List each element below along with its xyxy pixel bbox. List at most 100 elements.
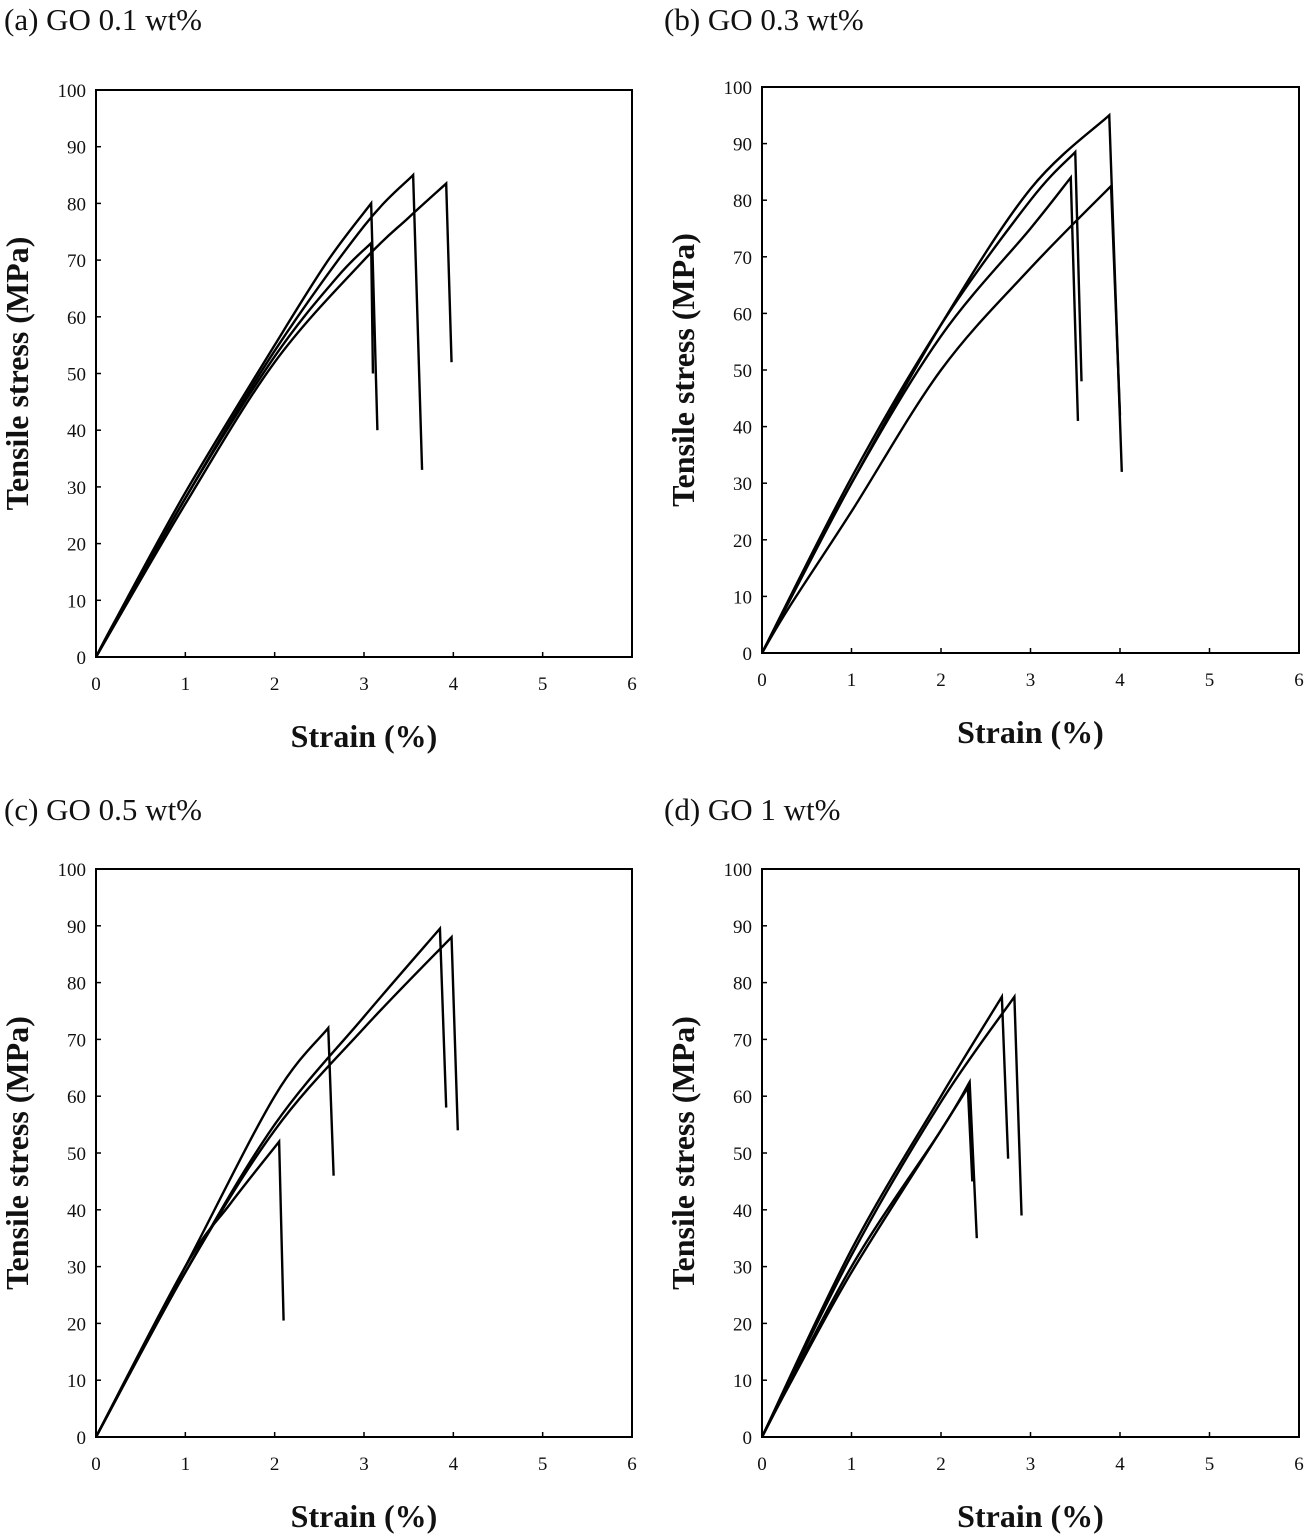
x-tick-label: 1	[847, 1454, 857, 1475]
y-tick-label: 70	[733, 248, 752, 269]
panel-title: (b) GO 0.3 wt%	[664, 2, 864, 37]
y-tick-label: 90	[733, 917, 752, 938]
stress-strain-curve-2	[94, 240, 375, 658]
panel-d: (d) GO 1 wt%0 1 2 3 4 5 6010203040506070809010…	[664, 792, 1304, 1534]
x-tick-label: 6	[1294, 670, 1304, 691]
stress-strain-curve-2	[94, 934, 459, 1438]
x-tick-label: 0	[91, 674, 101, 695]
stress-strain-curve-3	[94, 172, 424, 658]
x-tick-label: 3	[359, 1454, 369, 1475]
y-tick-label: 70	[733, 1030, 752, 1051]
stress-strain-curve-3	[760, 174, 1080, 654]
y-tick-label: 30	[733, 1258, 752, 1279]
x-axis-label: Strain (%)	[957, 714, 1104, 750]
stress-strain-curve-4	[760, 183, 1122, 654]
x-tick-label: 5	[1205, 1454, 1215, 1475]
y-tick-label: 60	[67, 308, 86, 329]
y-tick-label: 10	[733, 1371, 752, 1392]
x-tick-label: 2	[936, 1454, 946, 1475]
stress-strain-curve-2	[760, 993, 1023, 1438]
y-tick-label: 40	[67, 421, 86, 442]
x-axis-label: Strain (%)	[291, 718, 438, 754]
y-tick-label: 80	[733, 191, 752, 212]
x-tick-label: 4	[449, 674, 459, 695]
x-tick-label: 2	[270, 674, 280, 695]
y-tick-label: 90	[733, 135, 752, 156]
y-tick-label: 30	[67, 478, 86, 499]
x-tick-label: 1	[181, 1454, 191, 1475]
y-tick-label: 60	[733, 304, 752, 325]
x-tick-label: 2	[936, 670, 946, 691]
y-tick-label: 70	[67, 1030, 86, 1051]
y-tick-label: 0	[77, 648, 87, 669]
y-tick-label: 50	[67, 1144, 86, 1165]
x-tick-label: 5	[538, 1454, 548, 1475]
y-tick-label: 100	[724, 78, 753, 99]
x-tick-label: 1	[181, 674, 191, 695]
stress-strain-curve-4	[94, 180, 453, 658]
y-tick-label: 40	[67, 1201, 86, 1222]
y-tick-label: 10	[67, 591, 86, 612]
x-tick-label: 5	[538, 674, 548, 695]
y-tick-label: 80	[67, 194, 86, 215]
y-tick-label: 30	[67, 1258, 86, 1279]
y-tick-label: 60	[67, 1087, 86, 1108]
y-tick-label: 100	[724, 860, 753, 881]
y-tick-label: 90	[67, 917, 86, 938]
y-tick-label: 20	[67, 535, 86, 556]
x-tick-label: 1	[847, 670, 857, 691]
y-tick-label: 10	[67, 1371, 86, 1392]
y-tick-label: 40	[733, 1201, 752, 1222]
y-tick-label: 20	[733, 1314, 752, 1335]
y-tick-label: 80	[67, 974, 86, 995]
panel-b: (b) GO 0.3 wt%0 1 2 3 4 5 60102030405060708090…	[664, 2, 1304, 750]
panel-title: (c) GO 0.5 wt%	[4, 792, 202, 827]
x-tick-label: 0	[757, 1454, 767, 1475]
y-tick-label: 10	[733, 587, 752, 608]
y-tick-label: 50	[67, 365, 86, 386]
y-tick-label: 30	[733, 474, 752, 495]
x-tick-label: 3	[1026, 670, 1036, 691]
x-tick-label: 6	[627, 674, 637, 695]
y-axis-label: Tensile stress (MPa)	[0, 237, 35, 511]
x-tick-label: 4	[1115, 670, 1125, 691]
x-tick-label: 2	[270, 1454, 280, 1475]
stress-strain-curve-4	[760, 1083, 974, 1438]
panel-title: (a) GO 0.1 wt%	[4, 2, 202, 37]
y-tick-label: 20	[67, 1314, 86, 1335]
y-tick-label: 100	[58, 860, 87, 881]
y-tick-label: 90	[67, 138, 86, 159]
stress-strain-curve-1	[94, 199, 379, 658]
x-tick-label: 3	[1026, 1454, 1036, 1475]
stress-strain-curve-2	[760, 149, 1083, 654]
stress-strain-curve-1	[760, 112, 1123, 654]
stress-strain-curve-1	[94, 925, 448, 1438]
plot-frame	[761, 86, 1300, 654]
y-tick-label: 100	[58, 81, 87, 102]
x-tick-label: 0	[91, 1454, 101, 1475]
y-tick-label: 40	[733, 418, 752, 439]
y-tick-label: 70	[67, 251, 86, 272]
panel-a: (a) GO 0.1 wt%0 1 2 3 4 5 60102030405060708090…	[0, 2, 637, 754]
x-tick-label: 4	[1115, 1454, 1125, 1475]
x-tick-label: 0	[757, 670, 767, 691]
y-tick-label: 80	[733, 974, 752, 995]
y-tick-label: 20	[733, 531, 752, 552]
x-tick-label: 6	[627, 1454, 637, 1475]
x-axis-label: Strain (%)	[291, 1498, 438, 1534]
y-tick-label: 0	[743, 644, 753, 665]
y-tick-label: 60	[733, 1087, 752, 1108]
plot-frame	[761, 868, 1300, 1438]
x-tick-label: 6	[1294, 1454, 1304, 1475]
stress-strain-curve-3	[760, 1077, 978, 1438]
y-axis-label: Tensile stress (MPa)	[665, 1016, 701, 1290]
stress-strain-curve-4	[94, 1138, 285, 1438]
plot-frame	[95, 868, 633, 1438]
panel-c: (c) GO 0.5 wt%0 1 2 3 4 5 60102030405060708090…	[0, 792, 637, 1534]
x-tick-label: 4	[449, 1454, 459, 1475]
y-tick-label: 0	[77, 1428, 87, 1449]
y-axis-label: Tensile stress (MPa)	[0, 1016, 35, 1290]
plot-frame	[95, 89, 633, 658]
panel-title: (d) GO 1 wt%	[664, 792, 841, 827]
